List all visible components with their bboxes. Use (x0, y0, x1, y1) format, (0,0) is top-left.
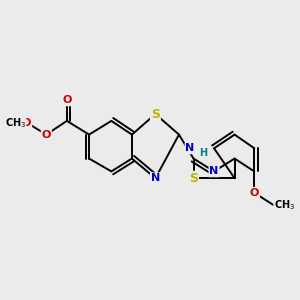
Text: O: O (62, 95, 71, 105)
Text: S: S (151, 108, 160, 121)
Text: N: N (151, 173, 160, 183)
Text: O: O (22, 118, 31, 128)
Text: CH$_3$: CH$_3$ (4, 116, 26, 130)
Text: H: H (200, 148, 208, 158)
Text: O: O (250, 188, 259, 198)
Text: CH$_3$: CH$_3$ (274, 198, 295, 212)
Text: N: N (209, 167, 219, 176)
Text: O: O (42, 130, 51, 140)
Text: N: N (185, 143, 195, 153)
Text: S: S (189, 172, 198, 185)
